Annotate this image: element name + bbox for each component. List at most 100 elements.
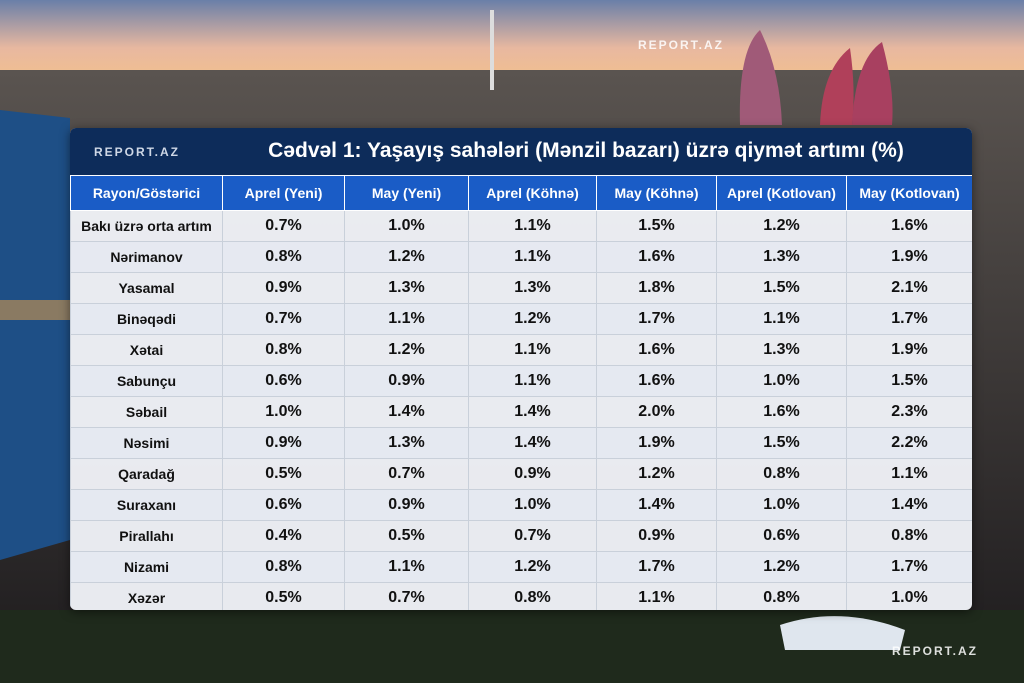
title-bar: REPORT.AZ Cədvəl 1: Yaşayış sahələri (Mə… — [70, 128, 972, 175]
column-header: May (Köhnə) — [596, 175, 717, 211]
cell: 0.9% — [222, 427, 345, 459]
column-header: May (Yeni) — [344, 175, 469, 211]
row-label: Qaradağ — [70, 458, 223, 490]
table-title: Cədvəl 1: Yaşayış sahələri (Mənzil bazar… — [268, 139, 904, 162]
row-label: Pirallahı — [70, 520, 223, 552]
row-label: Suraxanı — [70, 489, 223, 521]
cell: 1.2% — [596, 458, 717, 490]
row-label: Nizami — [70, 551, 223, 583]
cell: 1.4% — [846, 489, 972, 521]
cell: 1.3% — [468, 272, 597, 304]
cell: 1.2% — [468, 551, 597, 583]
watermark: REPORT.AZ — [638, 38, 725, 52]
table-row: Nərimanov 0.8% 1.2% 1.1% 1.6% 1.3% 1.9% — [70, 241, 972, 273]
cell: 1.6% — [596, 241, 717, 273]
cell: 1.1% — [716, 303, 847, 335]
row-label: Bakı üzrə orta artım — [70, 210, 223, 242]
cell: 1.6% — [596, 365, 717, 397]
header-row: Rayon/Göstərici Aprel (Yeni) May (Yeni) Apr… — [70, 175, 972, 211]
cell: 0.7% — [222, 210, 345, 242]
cell: 1.4% — [468, 427, 597, 459]
cell: 0.7% — [468, 520, 597, 552]
row-label: Xətai — [70, 334, 223, 366]
cell: 1.1% — [596, 582, 717, 610]
cell: 1.9% — [846, 241, 972, 273]
row-label: Nərimanov — [70, 241, 223, 273]
table-row: Bakı üzrə orta artım 0.7% 1.0% 1.1% 1.5% 1.2%… — [70, 210, 972, 242]
cell: 0.9% — [596, 520, 717, 552]
cell: 2.1% — [846, 272, 972, 304]
cell: 1.1% — [468, 365, 597, 397]
cell: 0.7% — [222, 303, 345, 335]
column-header: Aprel (Kotlovan) — [716, 175, 847, 211]
row-label: Yasamal — [70, 272, 223, 304]
cell: 1.1% — [344, 551, 469, 583]
cell: 1.0% — [344, 210, 469, 242]
table-row: Yasamal 0.9% 1.3% 1.3% 1.8% 1.5% 2.1% — [70, 272, 972, 304]
cell: 0.7% — [344, 582, 469, 610]
table-row: Səbail 1.0% 1.4% 1.4% 2.0% 1.6% 2.3% — [70, 396, 972, 428]
cell: 0.6% — [716, 520, 847, 552]
cell: 0.4% — [222, 520, 345, 552]
cell: 2.0% — [596, 396, 717, 428]
cell: 1.5% — [596, 210, 717, 242]
row-label: Xəzər — [70, 582, 223, 610]
cell: 1.2% — [716, 551, 847, 583]
cell: 1.7% — [846, 303, 972, 335]
cell: 1.5% — [716, 427, 847, 459]
cell: 1.2% — [468, 303, 597, 335]
cell: 0.9% — [222, 272, 345, 304]
table-row: Xətai 0.8% 1.2% 1.1% 1.6% 1.3% 1.9% — [70, 334, 972, 366]
table-row: Binəqədi 0.7% 1.1% 1.2% 1.7% 1.1% 1.7% — [70, 303, 972, 335]
cell: 1.1% — [344, 303, 469, 335]
cell: 0.8% — [716, 582, 847, 610]
price-table: Rayon/Göstərici Aprel (Yeni) May (Yeni) Apr… — [70, 175, 972, 610]
column-header: May (Kotlovan) — [846, 175, 972, 211]
cell: 1.8% — [596, 272, 717, 304]
cell: 1.1% — [468, 241, 597, 273]
row-label: Nəsimi — [70, 427, 223, 459]
cell: 1.1% — [846, 458, 972, 490]
cell: 1.1% — [468, 210, 597, 242]
cell: 1.2% — [344, 241, 469, 273]
cell: 0.5% — [222, 582, 345, 610]
cell: 0.8% — [468, 582, 597, 610]
table-row: Suraxanı 0.6% 0.9% 1.0% 1.4% 1.0% 1.4% — [70, 489, 972, 521]
cell: 1.5% — [846, 365, 972, 397]
cell: 1.0% — [716, 365, 847, 397]
cell: 0.6% — [222, 365, 345, 397]
table-row: Qaradağ 0.5% 0.7% 0.9% 1.2% 0.8% 1.1% — [70, 458, 972, 490]
cell: 1.2% — [344, 334, 469, 366]
cell: 1.0% — [716, 489, 847, 521]
row-label: Səbail — [70, 396, 223, 428]
cell: 1.6% — [596, 334, 717, 366]
cell: 1.3% — [344, 272, 469, 304]
cell: 0.8% — [222, 241, 345, 273]
table-row: Nəsimi 0.9% 1.3% 1.4% 1.9% 1.5% 2.2% — [70, 427, 972, 459]
cell: 1.0% — [846, 582, 972, 610]
row-label: Sabunçu — [70, 365, 223, 397]
cell: 2.2% — [846, 427, 972, 459]
cell: 1.1% — [468, 334, 597, 366]
cell: 1.3% — [716, 334, 847, 366]
cell: 0.5% — [344, 520, 469, 552]
table-row: Nizami 0.8% 1.1% 1.2% 1.7% 1.2% 1.7% — [70, 551, 972, 583]
cell: 1.6% — [716, 396, 847, 428]
cell: 1.7% — [846, 551, 972, 583]
cell: 0.7% — [344, 458, 469, 490]
cell: 1.0% — [468, 489, 597, 521]
row-label: Binəqədi — [70, 303, 223, 335]
cell: 1.5% — [716, 272, 847, 304]
cell: 1.4% — [596, 489, 717, 521]
cell: 1.2% — [716, 210, 847, 242]
cell: 2.3% — [846, 396, 972, 428]
column-header: Aprel (Köhnə) — [468, 175, 597, 211]
table-row: Sabunçu 0.6% 0.9% 1.1% 1.6% 1.0% 1.5% — [70, 365, 972, 397]
cell: 1.6% — [846, 210, 972, 242]
cell: 1.9% — [596, 427, 717, 459]
logo: REPORT.AZ — [94, 145, 181, 159]
column-header: Rayon/Göstərici — [70, 175, 223, 211]
table-row: Pirallahı 0.4% 0.5% 0.7% 0.9% 0.6% 0.8% — [70, 520, 972, 552]
cell: 1.7% — [596, 303, 717, 335]
